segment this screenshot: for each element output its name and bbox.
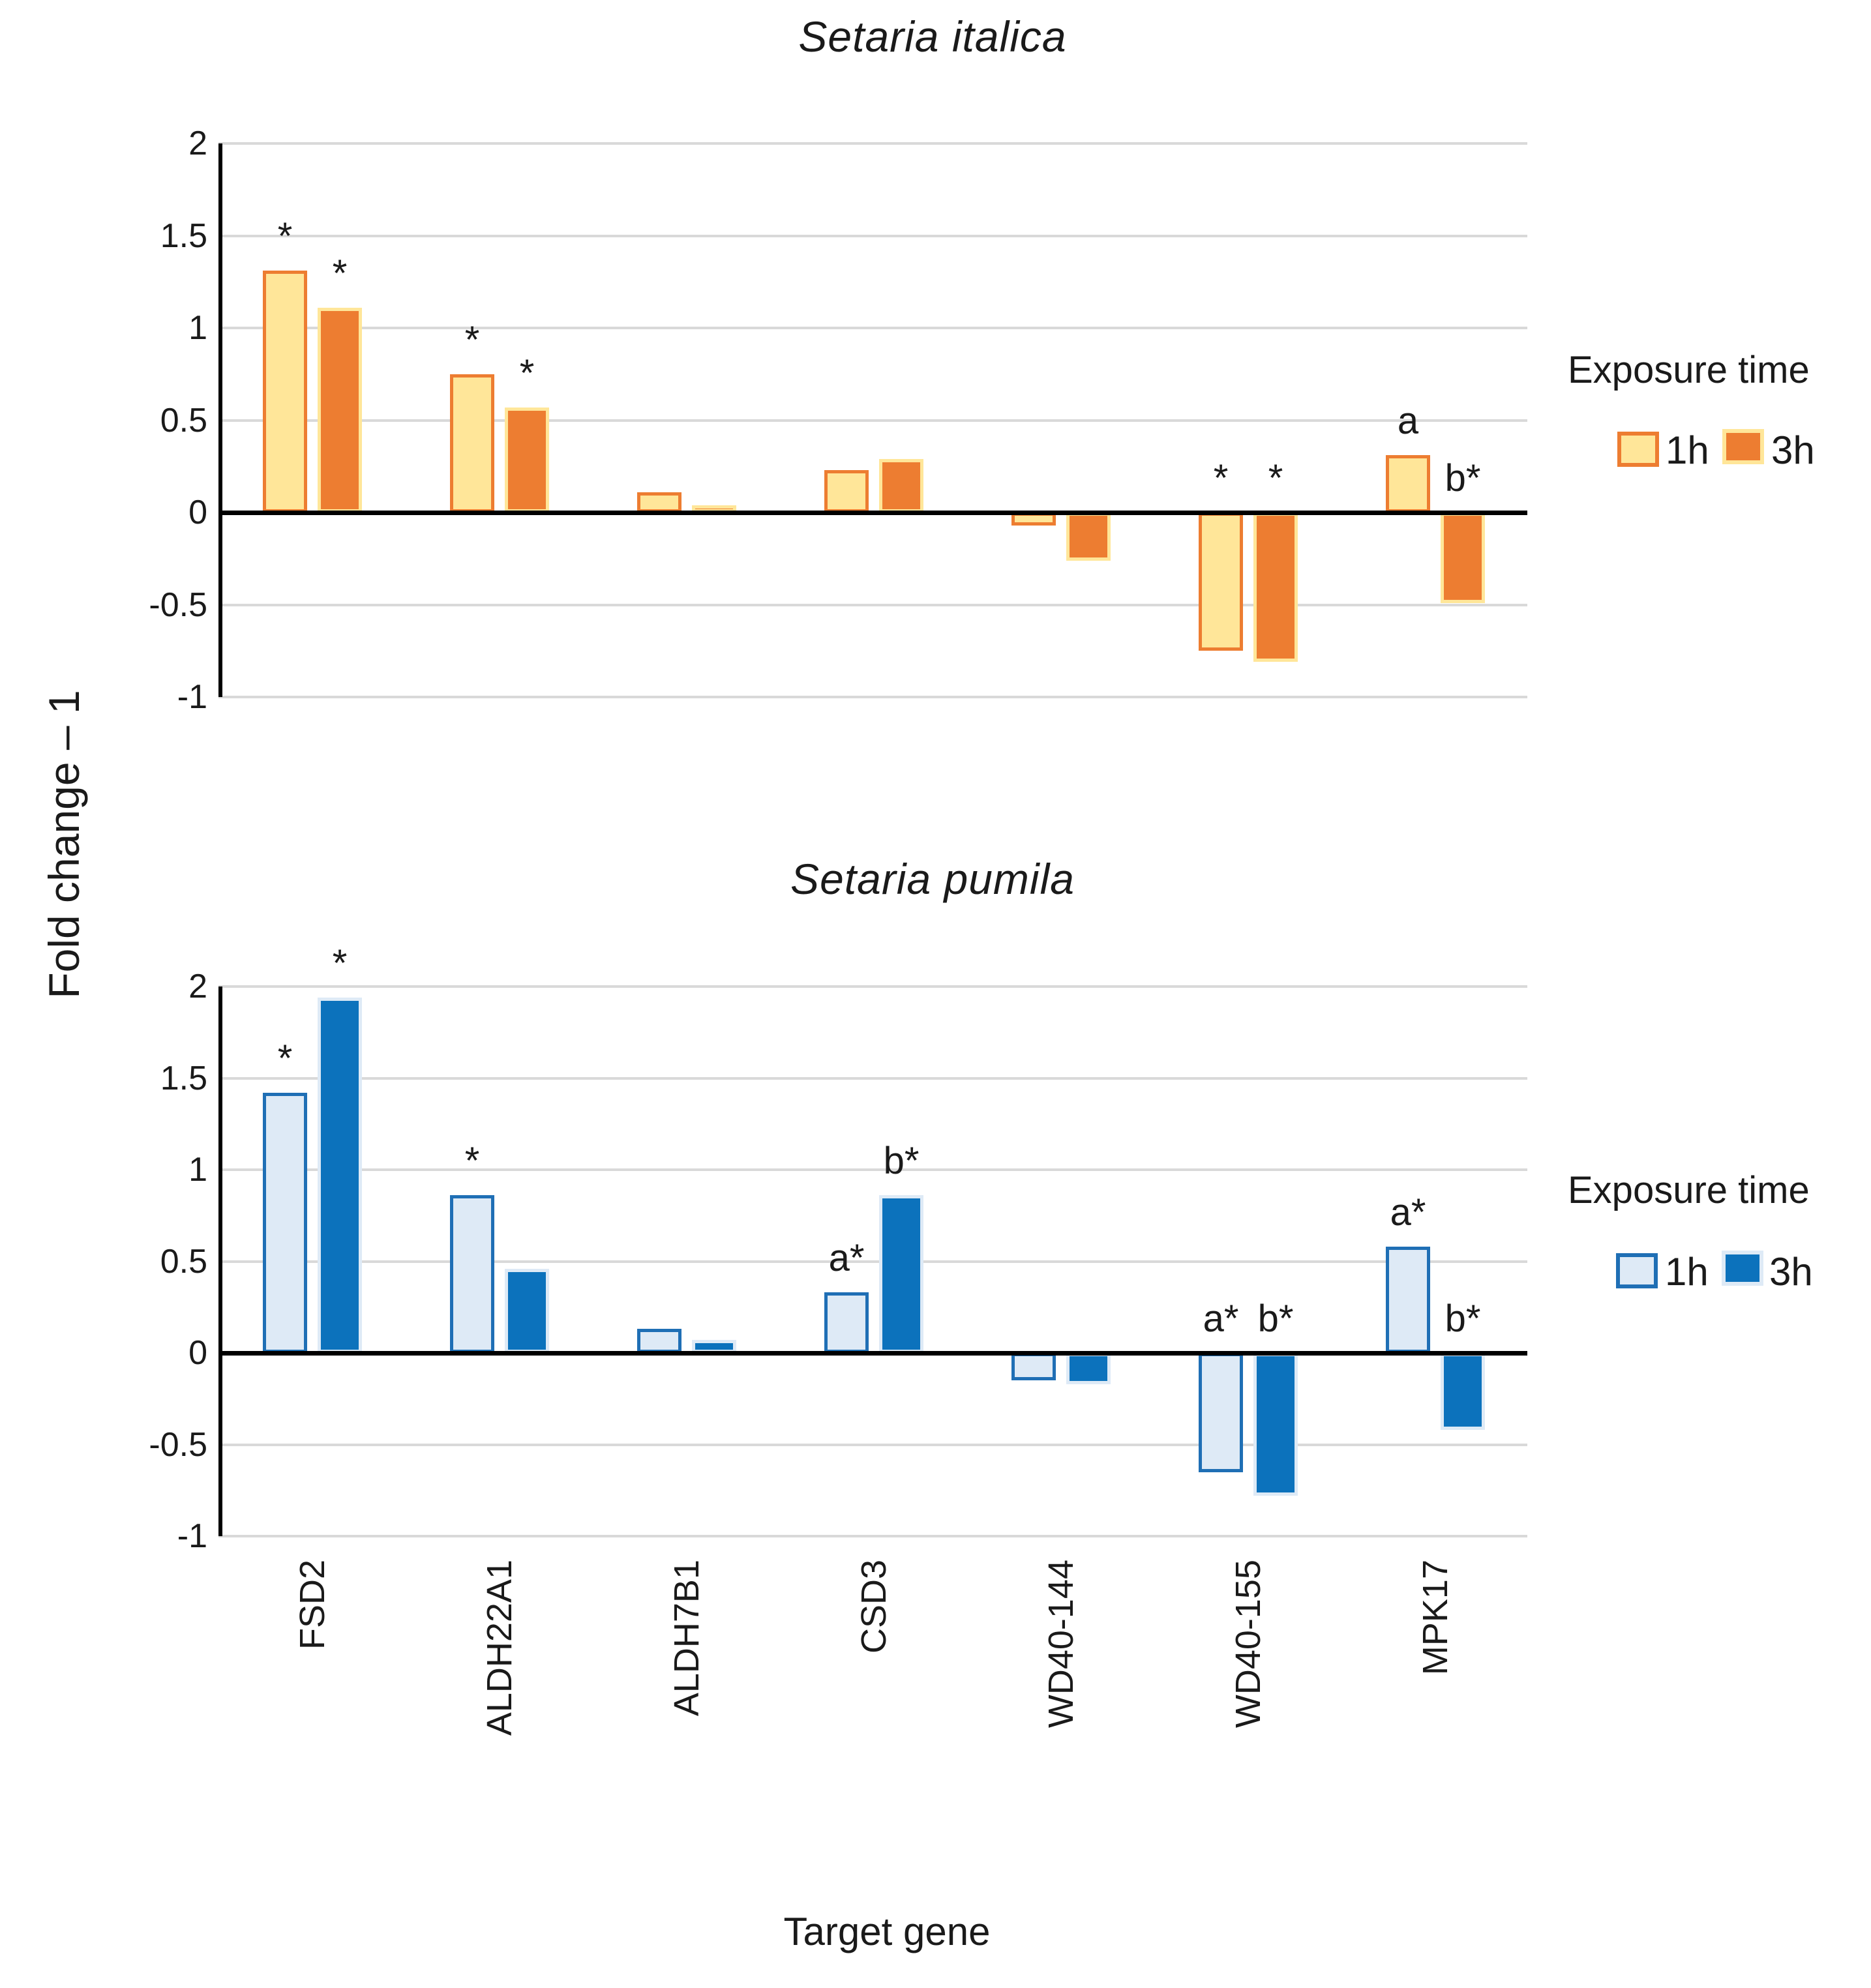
legend1-title: Exposure time [1568,349,1810,391]
bar-1h-FSD2 [263,271,307,512]
y-tick-label: 2 [188,125,207,162]
x-tick-label-WD40-144: WD40-144 [1041,1560,1081,1728]
y-tick-label: 0.5 [160,1243,207,1281]
x-tick-label-CSD3: CSD3 [854,1560,893,1654]
bar-annotation: b* [883,1140,920,1182]
bar-annotation: * [464,1140,480,1182]
bar-annotation: b* [1444,1298,1481,1340]
y-axis-line [218,143,222,697]
gridline [218,1535,1527,1537]
y-tick-label: 0.5 [160,402,207,439]
bar-annotation: b* [1444,457,1481,499]
chart2-title: Setaria pumila [790,855,1075,903]
bar-annotation: * [1213,457,1229,499]
bar-1h-FSD2 [263,1093,307,1353]
legend1-swatch-1h [1617,432,1659,467]
legend1-label-1h: 1h [1666,428,1709,472]
legend2-swatch-3h [1722,1251,1763,1286]
gridline [218,696,1527,698]
x-tick-label-ALDH7B1: ALDH7B1 [667,1560,706,1717]
gridline [218,142,1527,145]
bar-1h-ALDH22A1 [450,1195,494,1353]
chart1-title: Setaria italica [798,12,1067,61]
legend2-label-1h: 1h [1665,1250,1709,1294]
y-tick-label: -0.5 [149,586,207,624]
x-axis-zero-line [218,1351,1527,1356]
bar-3h-WD40-155 [1253,512,1298,662]
y-tick-label: 0 [188,1334,207,1372]
bar-1h-CSD3 [824,1292,869,1353]
bar-3h-CSD3 [879,1195,923,1353]
bar-1h-MPK17 [1386,455,1430,512]
gridline [218,1260,1527,1263]
bar-annotation: * [277,215,293,258]
bar-3h-MPK17 [1441,512,1485,603]
bar-annotation: a* [1203,1298,1239,1340]
bar-1h-WD40-155 [1199,1353,1243,1472]
bar-annotation: a* [828,1237,865,1279]
gridline [218,327,1527,329]
x-axis-title: Target gene [783,1910,991,1953]
x-tick-label-WD40-155: WD40-155 [1229,1560,1268,1728]
bar-1h-CSD3 [824,470,869,512]
bar-3h-WD40-155 [1253,1353,1298,1496]
y-tick-label: 1 [188,309,207,347]
bar-3h-FSD2 [318,998,362,1353]
gridline [218,1077,1527,1080]
gridline [218,1444,1527,1446]
y-tick-label: -1 [177,678,207,716]
bar-1h-WD40-144 [1011,1353,1056,1380]
x-tick-label-FSD2: FSD2 [293,1560,332,1650]
bar-annotation: * [1268,457,1283,499]
y-tick-label: -1 [177,1517,207,1555]
bar-1h-ALDH22A1 [450,374,494,512]
bar-annotation: * [519,352,535,394]
y-tick-label: 0 [188,494,207,531]
bar-3h-CSD3 [879,459,923,512]
bar-annotation: * [332,942,348,985]
y-axis-line [218,987,222,1536]
bar-3h-MPK17 [1441,1353,1485,1430]
bar-1h-ALDH7B1 [637,492,681,512]
bar-annotation: b* [1257,1298,1294,1340]
legend2-swatch-1h [1616,1253,1658,1288]
bar-annotation: * [332,252,348,295]
bar-annotation: * [464,319,480,361]
y-tick-label: -0.5 [149,1426,207,1464]
bar-3h-WD40-144 [1066,1353,1111,1384]
bar-3h-ALDH22A1 [505,1269,549,1353]
y-axis-title: Fold change – 1 [40,690,88,999]
y-tick-label: 1.5 [160,217,207,255]
gridline [218,235,1527,237]
legend2-label-3h: 3h [1769,1250,1813,1294]
bar-annotation: a* [1390,1191,1426,1234]
bar-1h-WD40-155 [1199,512,1243,651]
y-tick-label: 2 [188,968,207,1005]
gridline [218,419,1527,422]
bar-annotation: * [277,1037,293,1080]
bar-3h-ALDH22A1 [505,408,549,512]
legend2-title: Exposure time [1568,1169,1810,1211]
y-tick-label: 1.5 [160,1060,207,1097]
x-axis-zero-line [218,511,1527,515]
gridline [218,604,1527,606]
bar-3h-FSD2 [318,308,362,512]
y-tick-label: 1 [188,1151,207,1189]
bar-1h-MPK17 [1386,1247,1430,1353]
bar-1h-ALDH7B1 [637,1329,681,1353]
legend1-label-3h: 3h [1771,428,1815,472]
x-tick-label-ALDH22A1: ALDH22A1 [480,1560,519,1736]
gridline [218,1168,1527,1171]
legend1-swatch-3h [1722,429,1764,464]
gridline [218,985,1527,988]
bar-3h-WD40-144 [1066,512,1111,561]
bar-annotation: a [1397,400,1419,442]
x-tick-label-MPK17: MPK17 [1416,1560,1455,1676]
